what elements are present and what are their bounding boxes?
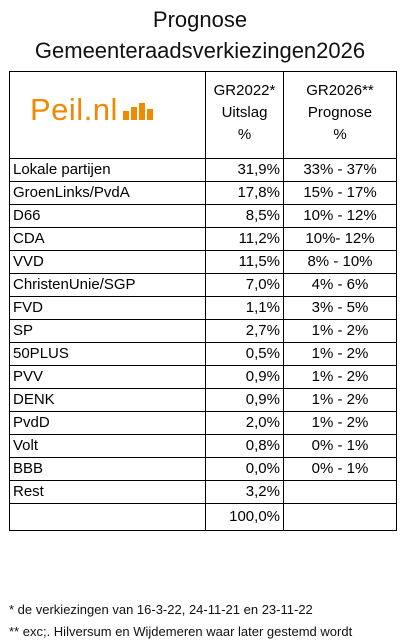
table-row: CDA 11,2% 10%- 12% (9, 227, 397, 251)
party-cell: 50PLUS (9, 342, 206, 366)
gr2022-cell: 11,2% (205, 227, 284, 251)
gr2022-cell: 3,2% (205, 480, 284, 504)
prognosis-table: Peil.nl GR2022* Uitslag % (9, 71, 397, 531)
gr2022-cell: 0,8% (205, 434, 284, 458)
table-row: BBB 0,0% 0% - 1% (9, 457, 397, 481)
party-cell: GroenLinks/PvdA (9, 181, 206, 205)
table-row: Rest 3,2% (9, 480, 397, 504)
gr2026-cell: 1% - 2% (283, 411, 397, 435)
gr2026-cell: 3% - 5% (283, 296, 397, 320)
header-gr2022-line1: GR2022* (213, 82, 276, 99)
logo-text: Peil.nl (30, 92, 118, 127)
gr2022-cell: 17,8% (205, 181, 284, 205)
header-gr2022-line2: Uitslag (221, 104, 268, 121)
total-row: 100,0% (9, 503, 397, 531)
gr2022-cell: 11,5% (205, 250, 284, 274)
table-row: SP 2,7% 1% - 2% (9, 319, 397, 343)
footnote-2: ** exc;. Hilversum en Wijdemeren waar la… (9, 624, 353, 639)
gr2026-cell: 4% - 6% (283, 273, 397, 297)
party-cell: VVD (9, 250, 206, 274)
header-gr2026-line1: GR2026** (306, 82, 374, 99)
party-cell: PVV (9, 365, 206, 389)
table-row: Lokale partijen 31,9% 33% - 37% (9, 158, 397, 182)
party-cell: Rest (9, 480, 206, 504)
gr2026-cell: 8% - 10% (283, 250, 397, 274)
gr2026-cell: 33% - 37% (283, 158, 397, 182)
gr2026-cell (283, 480, 397, 504)
footnote-1: * de verkiezingen van 16-3-22, 24-11-21 … (9, 602, 313, 617)
gr2022-cell: 2,7% (205, 319, 284, 343)
total-label-cell (9, 503, 206, 531)
total-gr2026-cell (283, 503, 397, 531)
party-cell: ChristenUnie/SGP (9, 273, 206, 297)
party-cell: CDA (9, 227, 206, 251)
table-row: PVV 0,9% 1% - 2% (9, 365, 397, 389)
gr2022-cell: 8,5% (205, 204, 284, 228)
gr2022-cell: 1,1% (205, 296, 284, 320)
header-gr2026-line2: Prognose (307, 104, 373, 121)
party-cell: PvdD (9, 411, 206, 435)
table-row: GroenLinks/PvdA 17,8% 15% - 17% (9, 181, 397, 205)
total-gr2022-cell: 100,0% (205, 503, 284, 531)
gr2022-cell: 0,0% (205, 457, 284, 481)
table-row: VVD 11,5% 8% - 10% (9, 250, 397, 274)
gr2022-cell: 7,0% (205, 273, 284, 297)
gr2026-cell: 1% - 2% (283, 365, 397, 389)
party-cell: DENK (9, 388, 206, 412)
gr2026-cell: 15% - 17% (283, 181, 397, 205)
table-row: ChristenUnie/SGP 7,0% 4% - 6% (9, 273, 397, 297)
gr2022-cell: 0,5% (205, 342, 284, 366)
gr2026-cell: 0% - 1% (283, 457, 397, 481)
table-row: FVD 1,1% 3% - 5% (9, 296, 397, 320)
gr2026-cell: 0% - 1% (283, 434, 397, 458)
header-gr2022-line3: % (237, 126, 252, 143)
party-cell: Lokale partijen (9, 158, 206, 182)
table-header-row: Peil.nl GR2022* Uitslag % (9, 71, 397, 159)
party-cell: SP (9, 319, 206, 343)
header-gr2022: GR2022* Uitslag % (205, 71, 284, 159)
party-cell: FVD (9, 296, 206, 320)
table-row: 50PLUS 0,5% 1% - 2% (9, 342, 397, 366)
gr2026-cell: 10% - 12% (283, 204, 397, 228)
table-row: PvdD 2,0% 1% - 2% (9, 411, 397, 435)
gr2026-cell: 1% - 2% (283, 342, 397, 366)
gr2022-cell: 2,0% (205, 411, 284, 435)
header-gr2026: GR2026** Prognose % (283, 71, 397, 159)
page-subtitle: Gemeenteraadsverkiezingen2026 (34, 38, 366, 63)
party-cell: Volt (9, 434, 206, 458)
gr2022-cell: 31,9% (205, 158, 284, 182)
page-title: Prognose (152, 7, 248, 32)
table-row: DENK 0,9% 1% - 2% (9, 388, 397, 412)
gr2026-cell: 1% - 2% (283, 388, 397, 412)
table-row: D66 8,5% 10% - 12% (9, 204, 397, 228)
gr2022-cell: 0,9% (205, 388, 284, 412)
logo-cell: Peil.nl (9, 71, 206, 159)
gr2026-cell: 1% - 2% (283, 319, 397, 343)
party-cell: BBB (9, 457, 206, 481)
party-cell: D66 (9, 204, 206, 228)
bar-chart-icon (122, 103, 155, 120)
gr2022-cell: 0,9% (205, 365, 284, 389)
header-gr2026-line3: % (333, 126, 347, 143)
table-row: Volt 0,8% 0% - 1% (9, 434, 397, 458)
peil-logo: Peil.nl (30, 94, 155, 126)
gr2026-cell: 10%- 12% (283, 227, 397, 251)
